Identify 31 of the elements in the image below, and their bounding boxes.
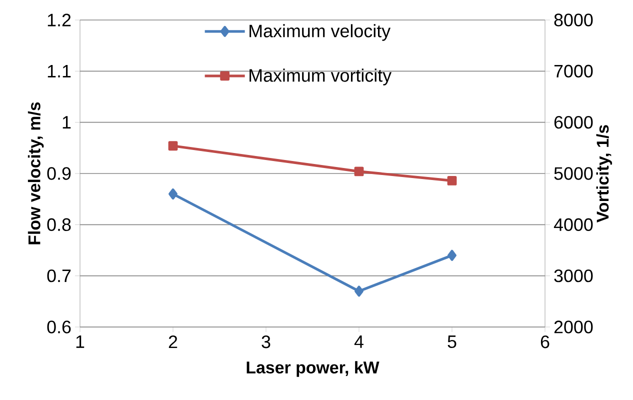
point	[168, 188, 178, 200]
legend-label: Maximum velocity	[250, 24, 391, 41]
y-tick-label: 1.2	[48, 14, 71, 26]
y2-tick-label: 5000	[554, 167, 593, 180]
y2-tick-label: 7000	[554, 64, 593, 78]
point	[447, 176, 457, 186]
y2-tick-label: 8000	[554, 14, 593, 26]
point	[168, 141, 178, 151]
y-tick-label: 0.8	[47, 218, 71, 232]
x-tick-label: 2	[168, 336, 178, 348]
y-axis-title: Flow velocity, m/s	[28, 102, 44, 244]
y2-tick-label: 6000	[554, 116, 593, 129]
x-tick-label: 6	[540, 336, 550, 348]
y2-axis-title: Vorticity, 1/s	[596, 125, 612, 222]
y2-tick-label: 4000	[554, 218, 593, 232]
y2-tick-label: 2000	[554, 320, 593, 334]
point	[354, 286, 364, 297]
y2-tick-label: 3000	[554, 269, 593, 282]
x-axis-title: Laser power, kW	[246, 361, 380, 377]
y-tick-label: 0.7	[47, 269, 71, 282]
x-tick-label: 3	[262, 336, 270, 348]
legend-label: Maximum vorticity	[250, 68, 392, 86]
y-tick-label: 1	[62, 116, 71, 128]
x-tick-label: 5	[448, 336, 456, 348]
x-tick-label: 1	[76, 336, 84, 348]
y-tick-label: 1.1	[48, 64, 71, 78]
y-tick-label: 0.6	[47, 320, 71, 334]
point	[354, 166, 364, 176]
y-tick-label: 0.9	[47, 167, 71, 180]
point	[448, 250, 456, 261]
x-tick-label: 4	[354, 336, 364, 348]
